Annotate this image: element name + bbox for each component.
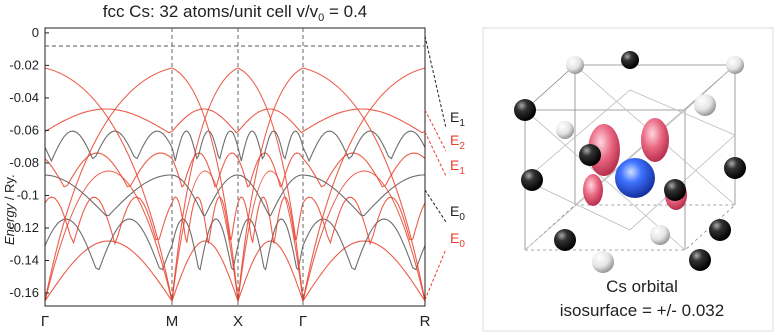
band-curve [302, 196, 426, 246]
y-tick-label: -0.08 [9, 155, 39, 170]
annotation: E1 [450, 157, 465, 177]
annotation-leader [424, 131, 447, 177]
x-tick-label: M [166, 313, 179, 330]
annotation-sub: 1 [459, 118, 465, 129]
band-curve [171, 240, 239, 302]
isosurface-positive [615, 158, 655, 198]
band-curve [171, 174, 238, 217]
band-curve [237, 174, 303, 217]
band-curve [171, 67, 239, 302]
annotation: E1 [450, 109, 465, 129]
annotation-text: E [450, 203, 459, 219]
band-curve [302, 152, 426, 188]
annotation-sub: 1 [459, 166, 465, 177]
chart-title: fcc Cs: 32 atoms/unit cell v/v0 = 0.4 [103, 2, 368, 24]
title-text: fcc Cs: 32 atoms/unit cell v/v [103, 2, 319, 21]
band-curve [44, 130, 173, 163]
band-curve [44, 240, 173, 302]
annotation-text: E [450, 109, 459, 125]
plot-area: 0 -0.02 -0.04 -0.06 -0.08 -0.1 -0.12 -0.14 -0.16… [9, 25, 465, 330]
annotation-sub: 0 [459, 212, 465, 223]
band-curve [44, 67, 173, 302]
band-curve [302, 130, 426, 163]
y-tick-label: -0.02 [9, 57, 39, 72]
annotation: E0 [450, 203, 465, 223]
band-curve [237, 67, 304, 302]
annotation: E0 [450, 230, 465, 250]
annotation: E2 [450, 132, 465, 152]
band-curve [171, 152, 239, 188]
panel-caption: isosurface = +/- 0.032 [560, 301, 724, 320]
band-curve [302, 108, 426, 134]
band-curve [302, 240, 426, 302]
y-tick-label: 0 [32, 25, 39, 40]
title-sub: 0 [318, 12, 324, 24]
y-tick-label: -0.1 [17, 187, 39, 202]
y-tick-label: -0.06 [9, 122, 39, 137]
x-tick-label: Γ [41, 313, 49, 330]
band-curve [171, 130, 239, 162]
structure-panel: Cs orbital isosurface = +/- 0.032 [482, 27, 774, 332]
x-tick-label: X [233, 313, 243, 330]
band-curve [237, 152, 304, 188]
band-curve [302, 174, 425, 217]
band-curve [44, 67, 173, 302]
band-curve [171, 108, 239, 134]
band-curve [302, 67, 426, 302]
panel-caption: Cs orbital [606, 277, 678, 296]
band-curve [44, 108, 173, 134]
annotation-sub: 2 [459, 141, 465, 152]
isosurface-negative [583, 174, 603, 206]
y-label-text: Energy [2, 202, 17, 245]
band-curve [44, 152, 173, 188]
band-curve [44, 196, 173, 246]
band-curve [237, 130, 304, 162]
title-text: = 0.4 [324, 2, 367, 21]
annotation-leader [424, 248, 447, 301]
band-curve [237, 240, 304, 302]
annotation-text: E [450, 132, 459, 148]
atoms [514, 51, 746, 273]
annotation-leader [424, 109, 447, 152]
y-tick-label: -0.12 [9, 220, 39, 235]
isosurface-negative [641, 118, 669, 162]
band-curve [44, 170, 173, 302]
band-curve [171, 67, 239, 302]
x-tick-label: R [420, 313, 431, 330]
band-curve [171, 170, 239, 302]
band-curve [237, 108, 304, 134]
y-tick-label: -0.14 [9, 252, 39, 267]
band-curve [171, 196, 239, 244]
band-curve [237, 170, 304, 302]
annotation-leader [424, 35, 447, 129]
band-curve [237, 67, 304, 302]
annotation-leader [424, 189, 447, 223]
annotation-text: E [450, 230, 459, 246]
band-curve [44, 174, 172, 217]
y-tick-label: -0.04 [9, 90, 39, 105]
annotation-text: E [450, 157, 459, 173]
band-curve [302, 170, 426, 302]
band-curve [44, 218, 173, 271]
y-label-text: / Ry. [2, 174, 17, 203]
band-curve [237, 196, 304, 244]
x-tick-label: Γ [299, 313, 307, 330]
y-axis-label: Energy / Ry. [2, 174, 17, 245]
plot-frame [44, 27, 426, 307]
annotation-sub: 0 [459, 239, 465, 250]
band-curve [302, 67, 426, 302]
y-tick-label: -0.16 [9, 285, 39, 300]
band-curve [302, 218, 426, 271]
